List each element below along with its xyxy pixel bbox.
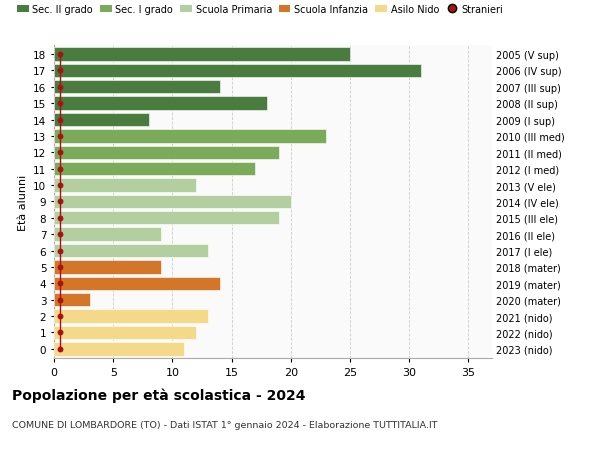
Point: [55, 117, 65, 124]
Bar: [54, 179, 196, 192]
Bar: [54, 195, 291, 209]
Point: [55, 247, 65, 255]
Bar: [54, 146, 279, 160]
Bar: [54, 293, 89, 307]
Bar: [54, 212, 279, 225]
Bar: [54, 130, 326, 143]
Bar: [54, 310, 208, 323]
Point: [55, 215, 65, 222]
Point: [55, 149, 65, 157]
Bar: [54, 162, 255, 176]
Point: [55, 231, 65, 238]
Point: [55, 133, 65, 140]
Bar: [54, 326, 196, 339]
Point: [55, 329, 65, 336]
Bar: [54, 244, 208, 257]
Point: [55, 345, 65, 353]
Point: [55, 182, 65, 189]
Legend: Sec. II grado, Sec. I grado, Scuola Primaria, Scuola Infanzia, Asilo Nido, Stran: Sec. II grado, Sec. I grado, Scuola Prim…: [17, 5, 503, 15]
Bar: [54, 277, 220, 291]
Point: [55, 263, 65, 271]
Bar: [54, 342, 184, 356]
Text: Popolazione per età scolastica - 2024: Popolazione per età scolastica - 2024: [12, 388, 305, 403]
Point: [55, 198, 65, 206]
Point: [55, 100, 65, 107]
Bar: [54, 65, 421, 78]
Bar: [54, 97, 267, 111]
Point: [55, 297, 65, 304]
Bar: [54, 228, 161, 241]
Point: [55, 166, 65, 173]
Bar: [54, 48, 350, 62]
Y-axis label: Età alunni: Età alunni: [17, 174, 28, 230]
Point: [55, 84, 65, 91]
Point: [55, 67, 65, 75]
Bar: [54, 113, 149, 127]
Bar: [54, 261, 161, 274]
Point: [55, 51, 65, 59]
Text: COMUNE DI LOMBARDORE (TO) - Dati ISTAT 1° gennaio 2024 - Elaborazione TUTTITALIA: COMUNE DI LOMBARDORE (TO) - Dati ISTAT 1…: [12, 420, 437, 429]
Point: [55, 280, 65, 287]
Point: [55, 313, 65, 320]
Bar: [54, 81, 220, 94]
